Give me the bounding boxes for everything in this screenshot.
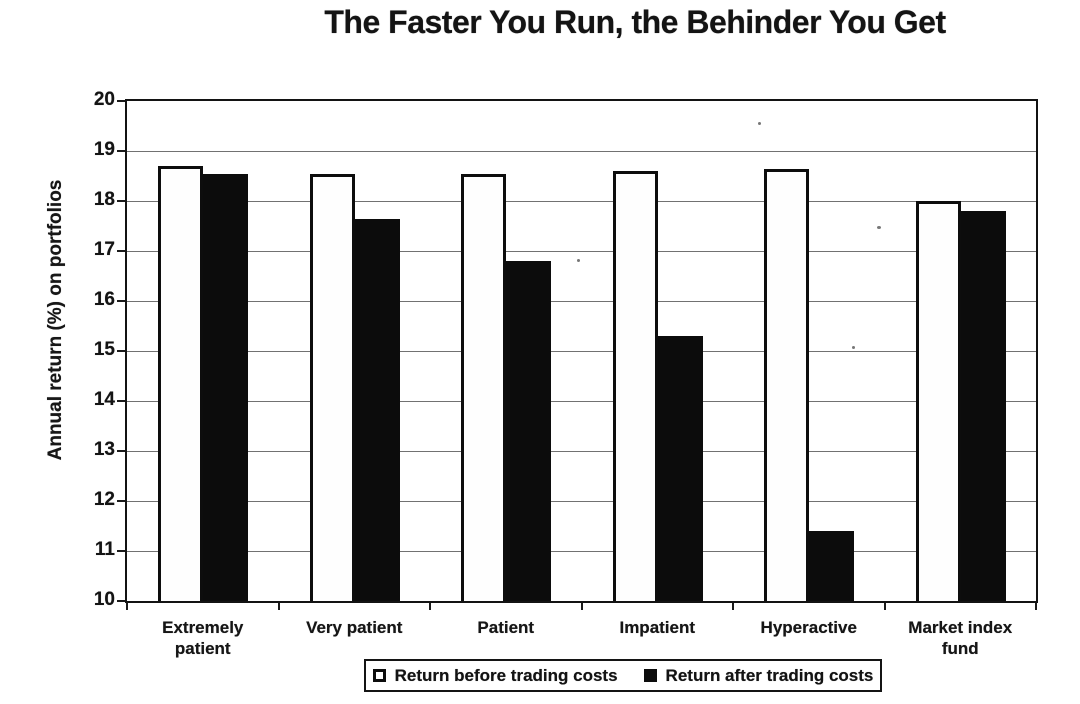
y-tick-11 (117, 550, 125, 552)
legend: Return before trading costs Return after… (364, 659, 882, 692)
gridline-y-14 (127, 400, 1036, 402)
y-tick-16 (117, 300, 125, 302)
x-label-1: Extremely patient (162, 618, 244, 659)
y-tick-14 (117, 400, 125, 402)
y-tick-10 (117, 600, 125, 602)
bar-before-1 (158, 166, 203, 601)
gridline-y-19 (127, 150, 1036, 152)
y-tick-label-17: 17 (93, 239, 115, 260)
legend-label-before: Return before trading costs (394, 665, 618, 685)
y-tick-19 (117, 150, 125, 152)
y-tick-15 (117, 350, 125, 352)
bar-after-5 (809, 531, 854, 601)
y-tick-label-19: 19 (93, 139, 115, 160)
bar-after-6 (960, 211, 1006, 601)
y-tick-label-20: 20 (93, 89, 115, 110)
y-tick-label-10: 10 (93, 589, 115, 610)
y-tick-label-12: 12 (93, 489, 115, 510)
bar-after-2 (354, 218, 400, 601)
scan-artifact (877, 226, 881, 229)
x-tick-1 (277, 603, 280, 610)
y-tick-label-13: 13 (93, 439, 115, 460)
bar-before-5 (764, 168, 809, 601)
y-tick-label-18: 18 (93, 189, 115, 210)
x-tick-0 (126, 603, 128, 610)
scan-artifact (577, 259, 580, 262)
y-axis-title: Annual return (%) on portfolios (45, 179, 66, 461)
plot-area (125, 99, 1038, 603)
bar-after-1 (203, 173, 248, 601)
gridline-y-13 (127, 450, 1036, 452)
gridline-y-12 (127, 500, 1036, 502)
gridline-y-16 (127, 300, 1036, 302)
y-tick-12 (117, 500, 125, 502)
bar-before-2 (309, 173, 355, 601)
bar-before-6 (915, 201, 961, 601)
x-tick-4 (732, 603, 734, 610)
gridline-y-15 (127, 350, 1036, 352)
y-tick-13 (117, 450, 125, 452)
bar-before-4 (612, 171, 658, 601)
chart-title: The Faster You Run, the Behinder You Get (324, 4, 946, 40)
gridline-y-17 (127, 250, 1036, 252)
legend-swatch-before-icon (372, 669, 386, 682)
bar-after-3 (506, 261, 551, 601)
bar-before-3 (461, 173, 506, 601)
y-tick-17 (117, 250, 125, 252)
bar-after-4 (657, 336, 703, 601)
x-label-3: Patient (477, 618, 535, 637)
legend-swatch-after-icon (643, 669, 657, 682)
scan-artifact (758, 122, 761, 125)
gridline-y-11 (127, 550, 1036, 552)
x-label-2: Very patient (306, 618, 403, 637)
x-label-6: Market index fund (908, 618, 1013, 659)
x-tick-2 (429, 603, 431, 610)
scan-artifact (852, 346, 855, 349)
x-tick-6 (1035, 603, 1037, 610)
y-tick-label-16: 16 (93, 289, 115, 310)
y-tick-20 (117, 100, 125, 102)
x-label-5: Hyperactive (760, 618, 857, 637)
x-tick-3 (580, 603, 583, 610)
x-label-4: Impatient (619, 618, 696, 637)
y-tick-label-15: 15 (93, 339, 115, 360)
y-tick-label-11: 11 (94, 539, 115, 560)
y-tick-18 (117, 200, 125, 202)
x-tick-5 (883, 603, 886, 610)
y-tick-label-14: 14 (93, 389, 115, 410)
gridline-y-18 (127, 200, 1036, 202)
legend-label-after: Return after trading costs (665, 665, 874, 685)
